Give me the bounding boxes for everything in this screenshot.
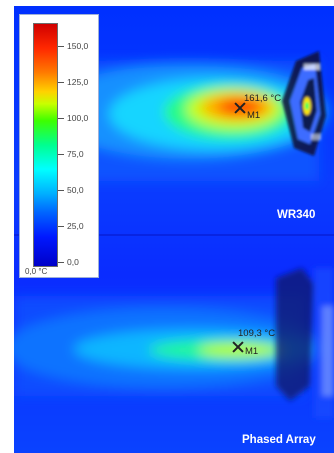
tick-label-50: 50,0 — [67, 185, 84, 195]
top-measurement-label: M1 — [247, 110, 261, 121]
legend-min-label: 0,0 °C — [25, 267, 48, 276]
bottom-measurement-label: M1 — [245, 346, 259, 357]
tick-label-75: 75,0 — [67, 149, 84, 159]
bottom-measurement-crosshair-icon — [232, 341, 244, 353]
tick-75 — [58, 154, 64, 155]
temperature-colorbar — [33, 23, 58, 267]
tick-150 — [58, 46, 64, 47]
bottom-panel-caption: Phased Array — [242, 434, 316, 446]
bottom-measurement-value: 109,3 °C — [238, 328, 276, 339]
panel-divider — [14, 234, 334, 236]
tick-label-100: 100,0 — [67, 113, 89, 123]
top-panel-caption: WR340 — [277, 209, 316, 221]
tick-label-125: 125,0 — [67, 77, 89, 87]
tick-125 — [58, 82, 64, 83]
bottom-antenna-structure — [276, 268, 334, 418]
tick-label-25: 25,0 — [67, 221, 84, 231]
tick-label-150: 150,0 — [67, 41, 89, 51]
tick-100 — [58, 118, 64, 119]
tick-label-0: 0,0 — [67, 257, 79, 267]
tick-50 — [58, 190, 64, 191]
top-measurement-value: 161,6 °C — [244, 93, 282, 104]
temperature-scale-legend: 150,0 125,0 100,0 75,0 50,0 25,0 0,0 0,0… — [19, 14, 99, 278]
tick-0 — [58, 262, 64, 263]
bottom-hotspot-glow — [14, 296, 324, 396]
tick-25 — [58, 226, 64, 227]
top-waveguide-structure — [282, 51, 326, 156]
